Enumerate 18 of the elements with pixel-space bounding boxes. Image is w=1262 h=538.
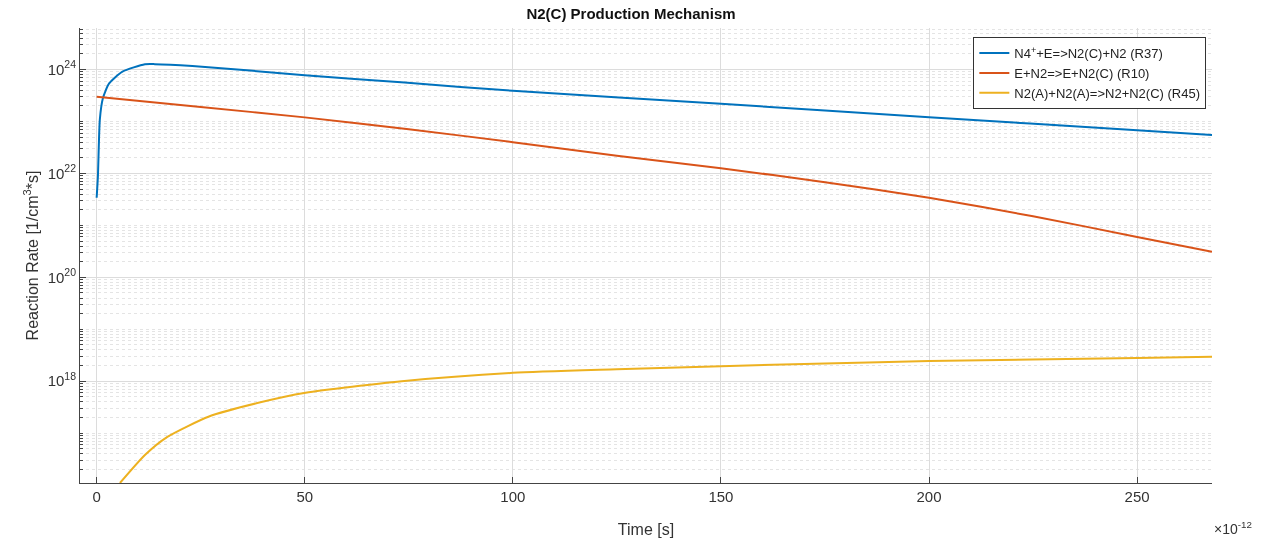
y-tick-label: 10$^{18}$ xyxy=(47,370,77,390)
x-tick-label: 100 xyxy=(500,488,526,505)
y-tick-label: 10$^{24}$ xyxy=(47,58,77,78)
line-series xyxy=(95,63,1212,199)
legend-label: N4$^{+}$+E=>N2(C)+N2 (R37) xyxy=(1014,44,1163,62)
legend-label: E+N2=>E+N2(C) (R10) xyxy=(1014,66,1150,82)
chart-title: N2(C) Production Mechanism xyxy=(526,4,736,22)
text: ×10$^{-12}$ xyxy=(1214,519,1252,537)
x-tick-label: 0 xyxy=(92,488,101,505)
x-tick-label: 50 xyxy=(296,488,314,505)
x-tick-label: 250 xyxy=(1124,488,1150,505)
y-tick-label: 10$^{20}$ xyxy=(47,266,77,286)
line-series xyxy=(118,355,1212,483)
y-tick-label: 10$^{22}$ xyxy=(47,162,77,182)
x-tick-label: 200 xyxy=(916,488,942,505)
legend-label: N2(A)+N2(A)=>N2+N2(C) (R45) xyxy=(1014,85,1201,101)
x-axis-title: Time [s] xyxy=(617,521,675,538)
x-tick-label: 150 xyxy=(708,488,734,505)
